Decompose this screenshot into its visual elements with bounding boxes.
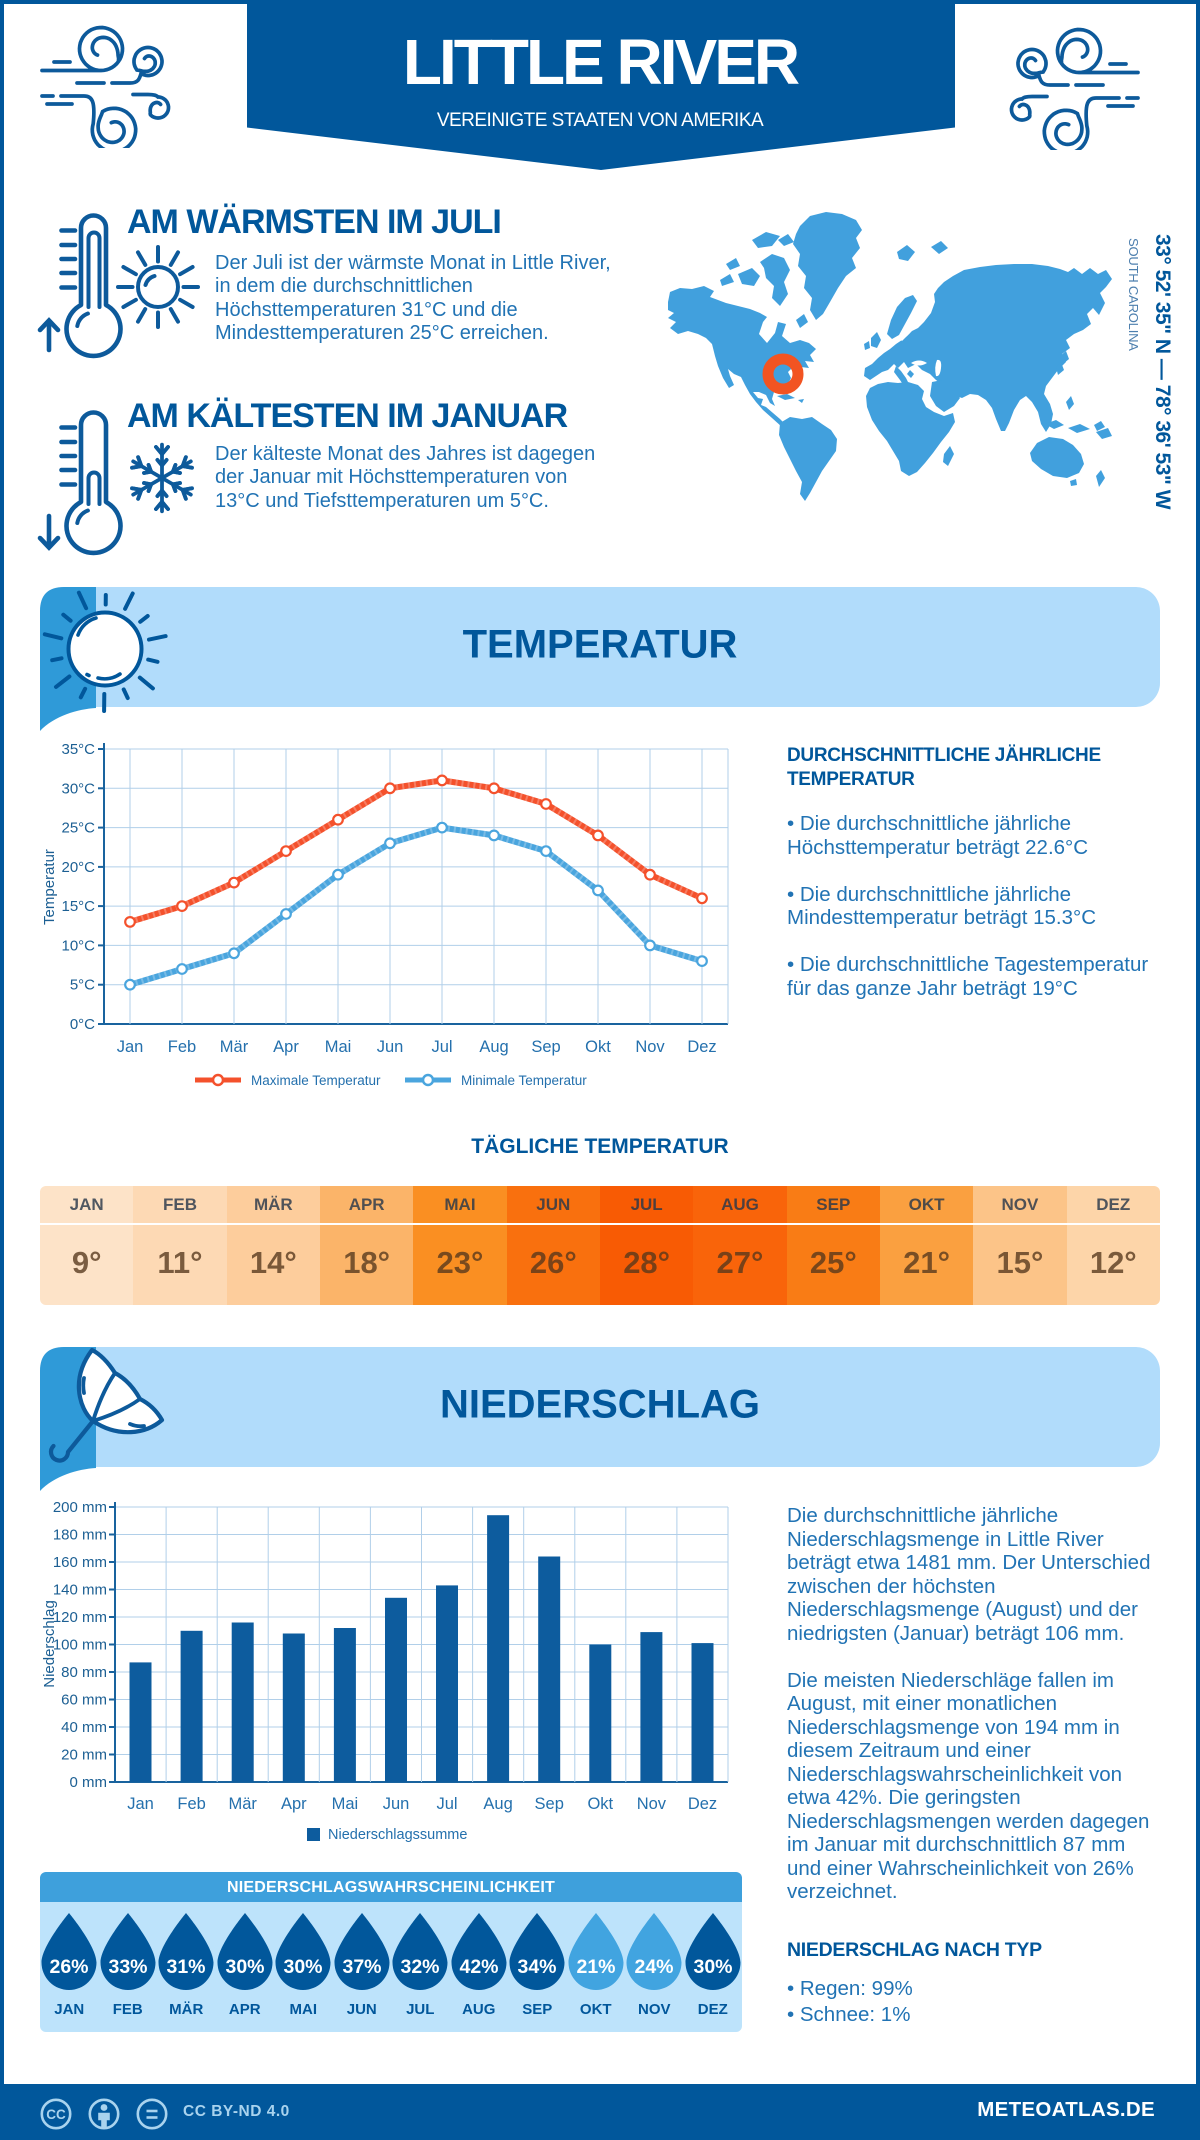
svg-text:Mai: Mai [332,1795,359,1813]
svg-text:Jan: Jan [127,1795,154,1813]
svg-text:Temperatur: Temperatur [41,849,58,925]
svg-text:Mai: Mai [325,1038,352,1056]
svg-text:100 mm: 100 mm [53,1637,107,1654]
svg-text:10°C: 10°C [61,937,95,954]
svg-text:Sep: Sep [535,1795,564,1813]
svg-text:Nov: Nov [635,1038,665,1056]
svg-text:21%: 21% [576,1956,615,1978]
svg-text:Niederschlagssumme: Niederschlagssumme [328,1827,467,1843]
svg-text:140 mm: 140 mm [53,1582,107,1599]
svg-text:Sep: Sep [531,1038,560,1056]
svg-text:5°C: 5°C [70,977,95,994]
svg-text:Mär: Mär [228,1795,257,1813]
svg-text:25°C: 25°C [61,820,95,837]
svg-text:Mär: Mär [220,1038,249,1056]
svg-text:Aug: Aug [483,1795,512,1813]
svg-text:Jun: Jun [383,1795,410,1813]
svg-text:35°C: 35°C [61,741,95,758]
svg-text:Apr: Apr [281,1795,307,1813]
svg-text:30%: 30% [225,1956,264,1978]
svg-text:0°C: 0°C [70,1016,95,1033]
svg-text:24%: 24% [635,1956,674,1978]
svg-text:34%: 34% [518,1956,557,1978]
svg-text:15°C: 15°C [61,898,95,915]
svg-text:37%: 37% [342,1956,381,1978]
svg-text:Minimale Temperatur: Minimale Temperatur [461,1073,587,1088]
svg-text:31%: 31% [167,1956,206,1978]
svg-text:Dez: Dez [688,1795,717,1813]
svg-text:60 mm: 60 mm [61,1692,107,1709]
svg-text:30%: 30% [284,1956,323,1978]
svg-text:Feb: Feb [168,1038,196,1056]
svg-text:Jul: Jul [431,1038,452,1056]
svg-text:30°C: 30°C [61,780,95,797]
svg-text:180 mm: 180 mm [53,1527,107,1544]
svg-text:Dez: Dez [687,1038,716,1056]
svg-text:Jan: Jan [117,1038,144,1056]
svg-text:40 mm: 40 mm [61,1719,107,1736]
svg-text:160 mm: 160 mm [53,1554,107,1571]
svg-text:20 mm: 20 mm [61,1747,107,1764]
svg-text:80 mm: 80 mm [61,1664,107,1681]
svg-text:Jul: Jul [436,1795,457,1813]
svg-text:Nov: Nov [637,1795,667,1813]
svg-text:26%: 26% [50,1956,89,1978]
svg-text:33%: 33% [108,1956,147,1978]
svg-text:32%: 32% [401,1956,440,1978]
svg-text:120 mm: 120 mm [53,1609,107,1626]
svg-text:Feb: Feb [177,1795,205,1813]
svg-text:Okt: Okt [587,1795,613,1813]
svg-text:20°C: 20°C [61,859,95,876]
svg-text:200 mm: 200 mm [53,1499,107,1516]
svg-text:CC: CC [46,2107,66,2122]
svg-text:30%: 30% [693,1956,732,1978]
svg-text:Jun: Jun [377,1038,404,1056]
svg-text:Aug: Aug [479,1038,508,1056]
svg-text:Maximale Temperatur: Maximale Temperatur [251,1073,381,1088]
svg-text:Okt: Okt [585,1038,611,1056]
svg-text:42%: 42% [459,1956,498,1978]
svg-text:Niederschlag: Niederschlag [41,1600,58,1688]
svg-text:0 mm: 0 mm [70,1774,108,1791]
svg-text:Apr: Apr [273,1038,299,1056]
